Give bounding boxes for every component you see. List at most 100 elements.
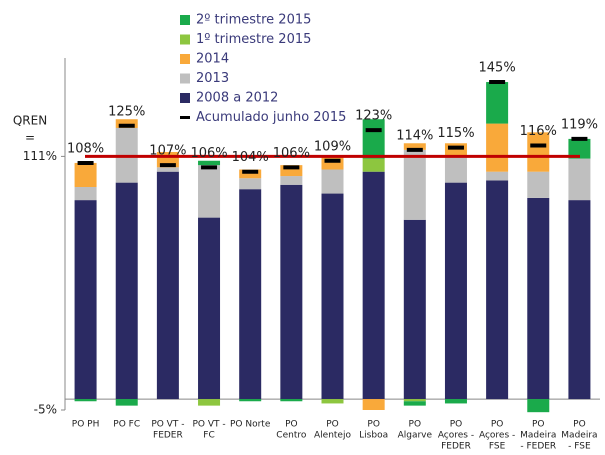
legend-label: Acumulado junho 2015	[196, 110, 346, 125]
bar-segment	[321, 156, 344, 170]
bar-segment	[239, 178, 262, 190]
data-label: 114%	[396, 128, 433, 143]
bar-segment	[156, 167, 179, 172]
data-label: 107%	[149, 144, 186, 159]
x-tick-label: Lisboa	[359, 431, 388, 441]
x-tick-label: Alentejo	[314, 431, 351, 441]
bar-segment	[568, 138, 591, 159]
legend-label: 2008 a 2012	[196, 91, 278, 106]
y-tick-label: -5%	[34, 403, 57, 417]
data-label: 108%	[67, 141, 104, 156]
x-tick-label: FSE	[489, 442, 506, 452]
data-label: 115%	[437, 126, 474, 141]
bar-segment	[156, 171, 179, 400]
data-label: 145%	[479, 61, 516, 76]
bar-segment	[321, 399, 344, 404]
bar-segment	[444, 156, 467, 183]
x-tick-label: PO	[450, 420, 463, 430]
bar-segment	[362, 158, 385, 172]
x-tick-label: - FSE	[568, 442, 591, 452]
data-label: 104%	[232, 150, 269, 165]
bar-segment	[403, 399, 426, 402]
x-tick-label: Açores -	[438, 431, 474, 441]
data-label: 106%	[273, 146, 310, 161]
x-tick-label: PO	[326, 420, 339, 430]
legend-label: 1º trimestre 2015	[196, 32, 311, 47]
bar-segment	[486, 82, 509, 124]
data-label: 119%	[561, 117, 598, 132]
bar-segment	[239, 169, 262, 179]
x-tick-label: Madeira	[561, 431, 597, 441]
bar-segment	[280, 165, 303, 177]
bar-segment	[362, 399, 385, 410]
bar-segment	[403, 143, 426, 150]
x-tick-label: PO PH	[72, 420, 100, 430]
x-tick-label: PO	[532, 420, 545, 430]
bar-segment	[74, 186, 97, 201]
bar-segment	[444, 182, 467, 400]
bar-segment	[74, 399, 97, 402]
bar-segment	[321, 169, 344, 194]
legend-label: 2014	[196, 52, 229, 67]
bar-segment	[403, 219, 426, 400]
bar-segment	[198, 160, 221, 166]
legend-swatch	[180, 93, 190, 103]
bar-segment	[486, 180, 509, 400]
bar-segment	[280, 176, 303, 185]
bar-segment	[280, 399, 303, 402]
bar-segment	[444, 399, 467, 404]
data-label: 106%	[190, 146, 227, 161]
legend-swatch	[180, 73, 190, 84]
bar-segment	[486, 171, 509, 181]
bar-segment	[74, 162, 97, 187]
x-tick-label: PO FC	[113, 420, 140, 430]
bar-segment	[321, 193, 344, 400]
bar-segment	[527, 399, 550, 413]
legend-label: 2013	[196, 71, 229, 86]
bar-segment	[568, 200, 591, 400]
x-tick-label: Centro	[276, 431, 307, 441]
bar-segment	[198, 399, 221, 406]
x-tick-label: PO	[285, 420, 298, 430]
data-label: 116%	[520, 124, 557, 139]
x-tick-label: PO	[491, 420, 504, 430]
x-tick-label: PO	[573, 420, 586, 430]
legend-label: 2º trimestre 2015	[196, 13, 311, 28]
legend-swatch	[180, 34, 190, 45]
x-tick-label: PO Norte	[230, 420, 271, 430]
x-tick-label: PO VT -	[151, 420, 184, 430]
bar-segment	[527, 197, 550, 400]
x-tick-label: Algarve	[398, 431, 433, 441]
bar-segment	[198, 165, 221, 218]
data-label: 109%	[314, 139, 351, 154]
legend-swatch	[180, 54, 190, 64]
x-tick-label: FC	[203, 431, 214, 441]
annotation: QREN	[13, 114, 47, 128]
bar-segment	[115, 182, 138, 400]
x-tick-label: FEDER	[153, 431, 183, 441]
bar-segment	[115, 399, 138, 406]
bar-segment	[362, 171, 385, 400]
x-tick-label: FEDER	[441, 442, 471, 452]
bar-segment	[486, 123, 509, 172]
bar-segment	[527, 132, 550, 172]
bar-segment	[403, 149, 426, 220]
bar-segment	[239, 189, 262, 400]
bar-segment	[527, 171, 550, 198]
bar-segment	[239, 399, 262, 402]
x-tick-label: - FEDER	[520, 442, 556, 452]
y-tick-label: 111%	[23, 149, 57, 163]
data-label: 125%	[108, 104, 145, 119]
bar-segment	[74, 200, 97, 400]
bar-segment	[403, 401, 426, 406]
x-tick-label: PO VT -	[192, 420, 225, 430]
bar-segment	[115, 119, 138, 128]
x-tick-label: PO	[409, 420, 422, 430]
x-tick-label: Açores -	[479, 431, 515, 441]
legend-swatch	[180, 15, 190, 25]
x-tick-label: PO	[367, 420, 380, 430]
bar-segment	[362, 119, 385, 159]
bar-segment	[280, 184, 303, 400]
data-label: 123%	[355, 109, 392, 124]
